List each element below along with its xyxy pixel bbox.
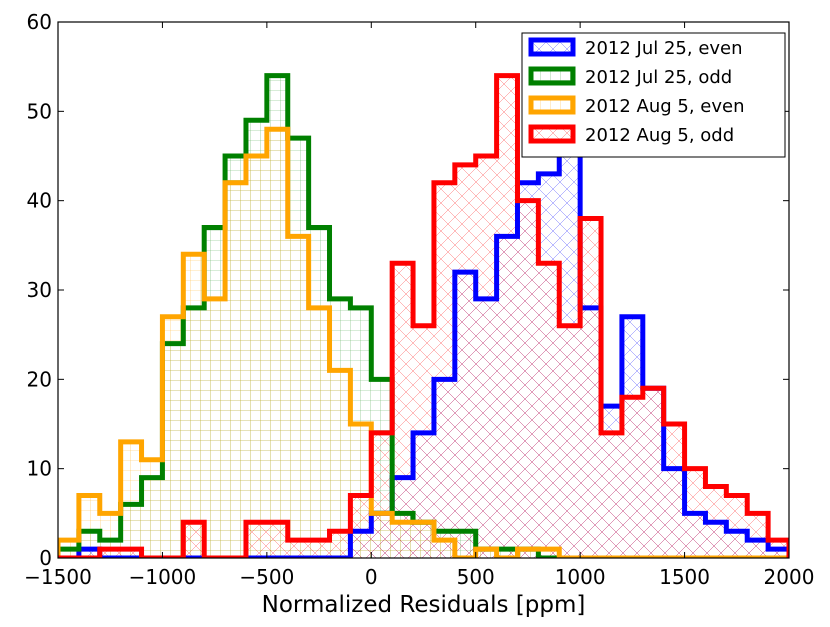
y-tick-label: 10 (27, 457, 52, 481)
legend: 2012 Jul 25, even 2012 Jul 25, odd 2012 Au… (521, 32, 786, 158)
legend-label-2012-jul-25-odd: 2012 Jul 25, odd (585, 67, 732, 88)
legend-label-2012-aug-5-even: 2012 Aug 5, even (585, 96, 745, 117)
y-tick-label: 0 (39, 546, 52, 570)
legend-swatch-2012-jul-25-even (528, 37, 576, 57)
legend-swatch-2012-jul-25-odd (528, 66, 576, 86)
series-line-2012-aug-5-even (58, 126, 789, 558)
y-tick-label: 20 (27, 367, 52, 391)
x-tick-label: −1500 (24, 565, 92, 589)
x-tick-label: 1000 (555, 565, 606, 589)
y-tick-label: 40 (27, 189, 52, 213)
series-outlines (58, 73, 789, 558)
series-fills (58, 75, 789, 558)
y-tick-label: 60 (27, 10, 52, 34)
x-tick-label: 1500 (659, 565, 710, 589)
legend-label-2012-jul-25-even: 2012 Jul 25, even (585, 38, 743, 59)
y-tick-label: 50 (27, 99, 52, 123)
y-tick-label: 30 (27, 278, 52, 302)
series-line-2012-jul-25-even (58, 144, 789, 558)
series-line-2012-aug-5-odd (58, 73, 789, 558)
series-line-2012-jul-25-odd (58, 73, 789, 558)
series-fill-2012-aug-5-even (58, 129, 789, 558)
legend-swatch-2012-aug-5-odd (528, 124, 576, 144)
x-tick-label: 0 (365, 565, 378, 589)
legend-swatch-2012-aug-5-even (528, 95, 576, 115)
axis-ticks: −1500 −1000 −500 0 500 1000 1500 2000 0 10 20 30 40 5… (24, 10, 814, 589)
legend-label-2012-aug-5-odd: 2012 Aug 5, odd (585, 125, 734, 146)
x-tick-label: 500 (457, 565, 495, 589)
x-axis-label: Normalized Residuals [ppm] (262, 592, 586, 618)
series-fill-2012-aug-5-odd (58, 75, 789, 558)
x-tick-label: 2000 (764, 565, 815, 589)
x-tick-label: −1000 (129, 565, 197, 589)
x-tick-label: −500 (239, 565, 294, 589)
